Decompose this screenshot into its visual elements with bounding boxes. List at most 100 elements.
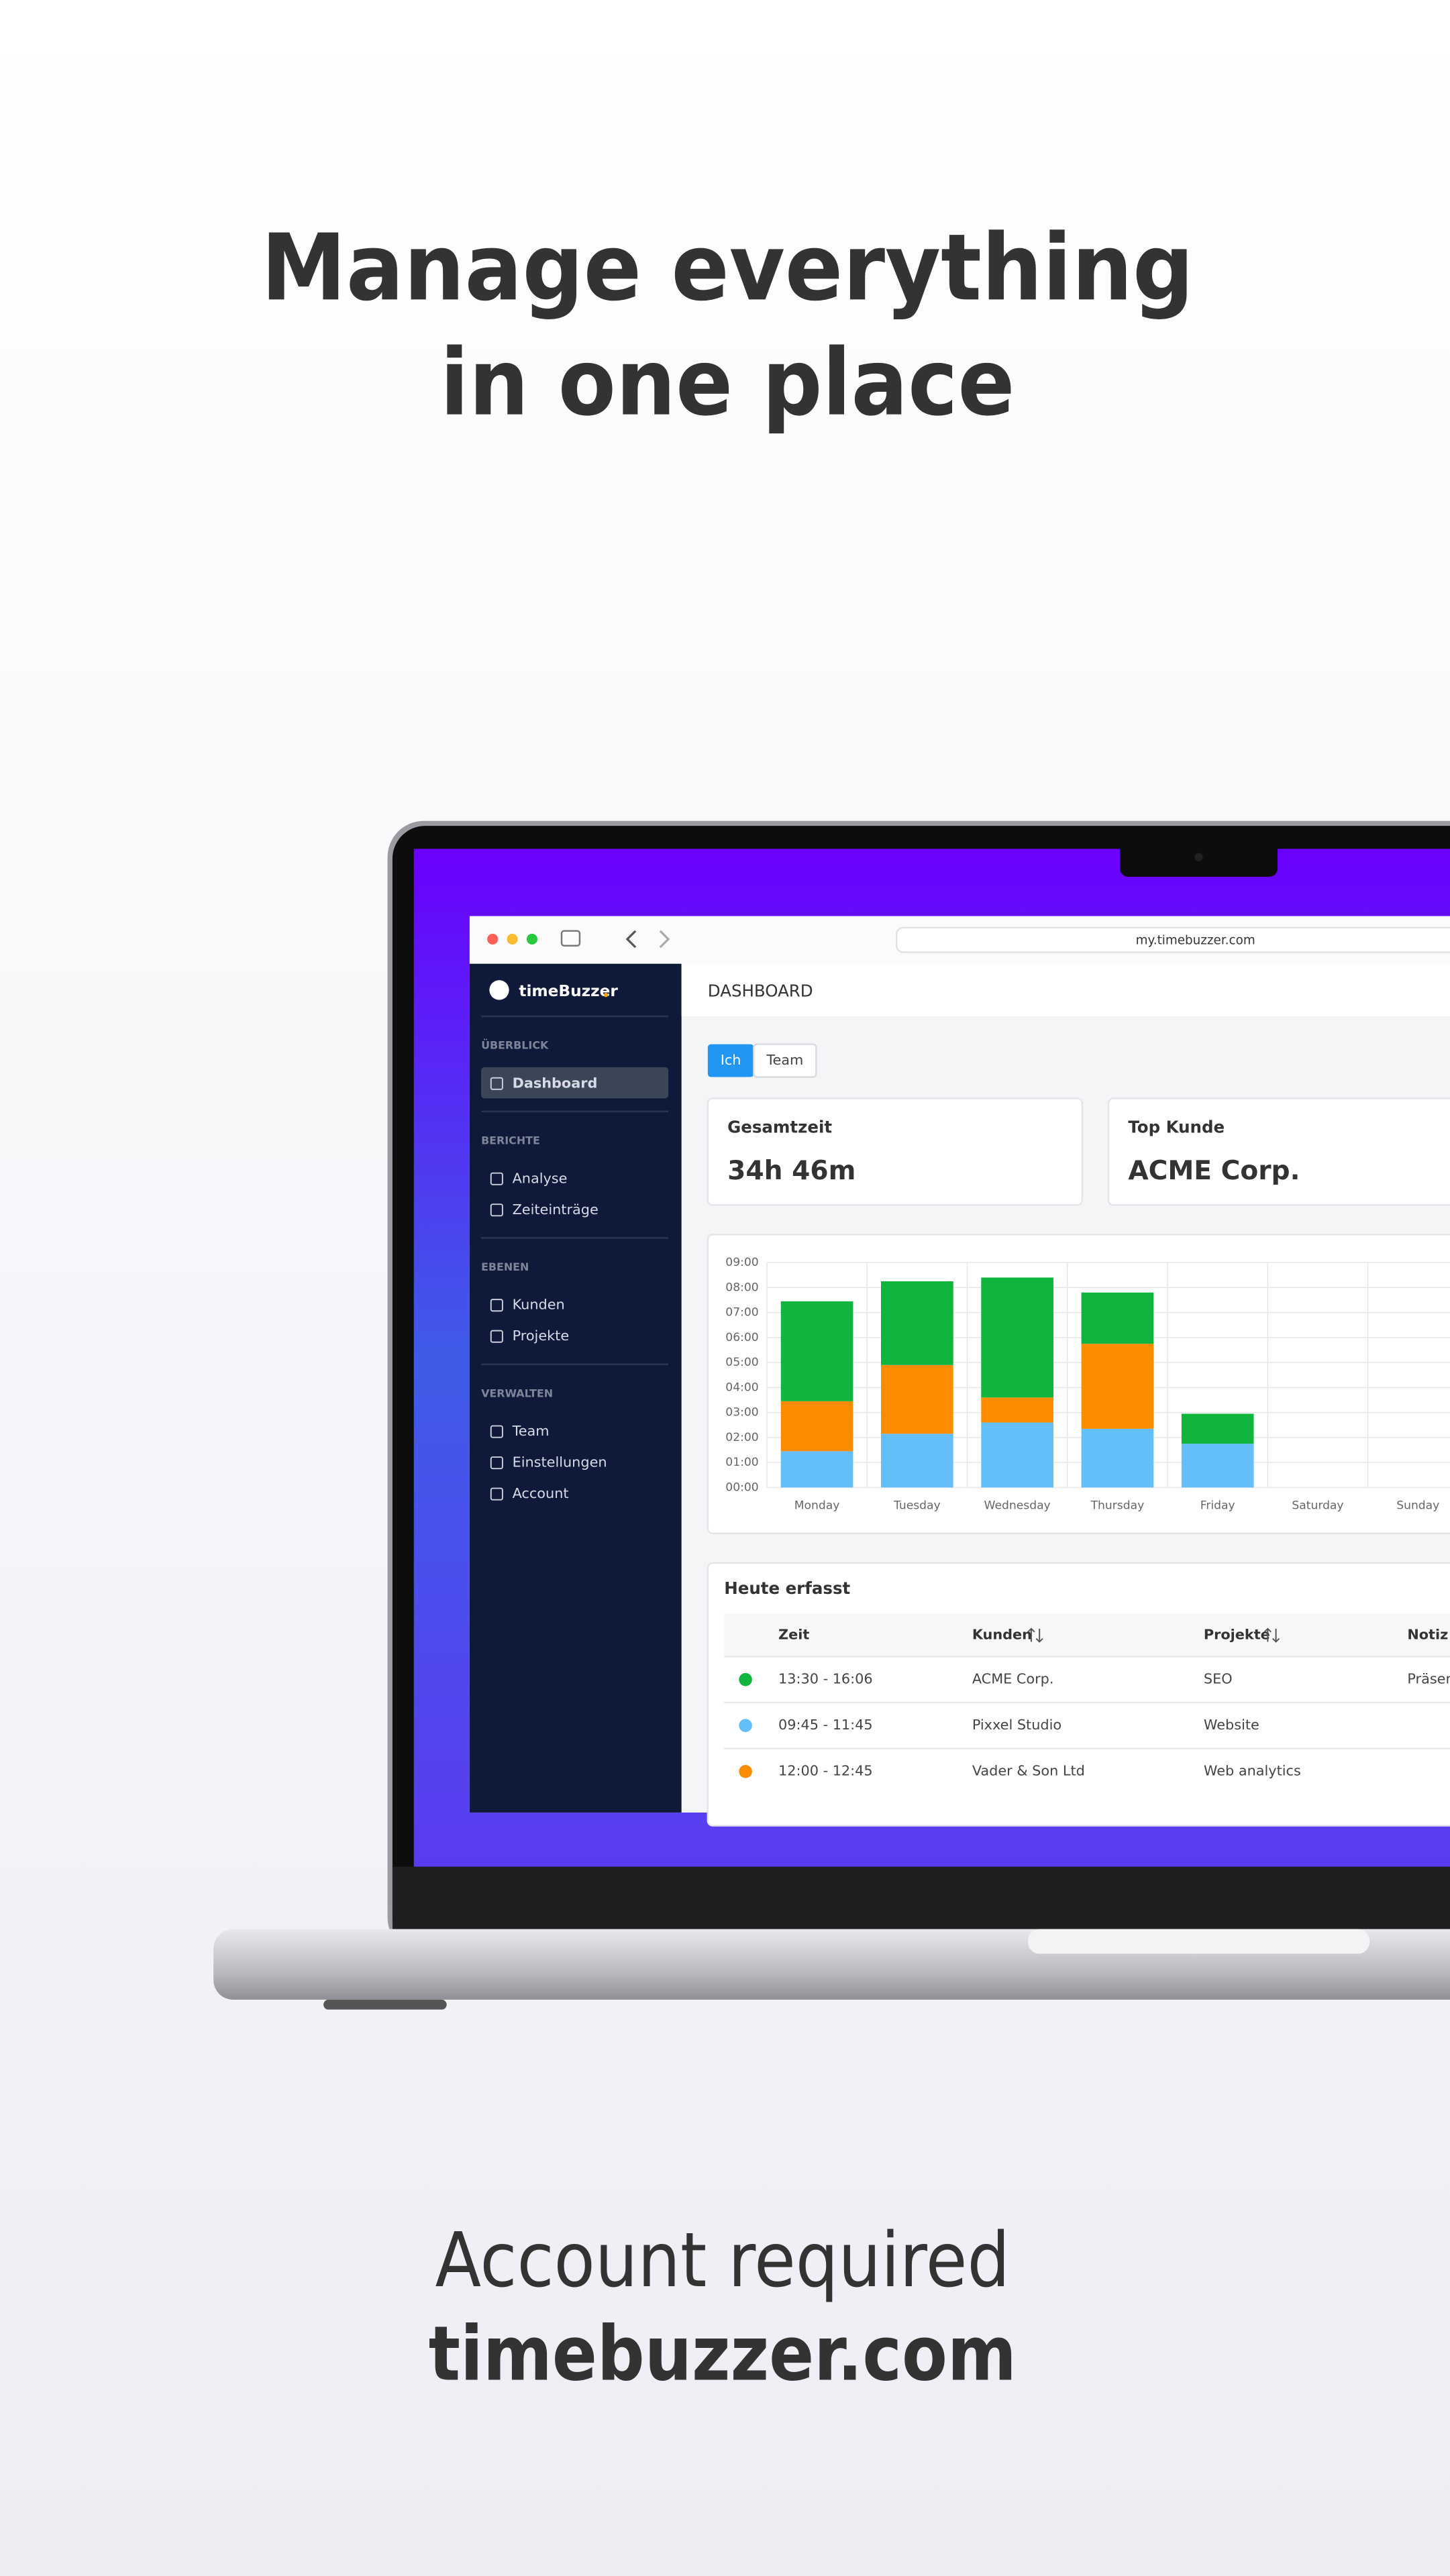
bar-segment — [1081, 1292, 1154, 1344]
bar-segment — [1181, 1444, 1254, 1488]
card-label: Gesamtzeit — [727, 1117, 832, 1136]
table-cell: 09:45 - 11:45 — [778, 1717, 873, 1733]
y-tick-label: 05:00 — [725, 1356, 758, 1369]
bar-segment — [880, 1364, 953, 1434]
x-tick-label: Monday — [794, 1499, 840, 1512]
column-header: Projekte — [1204, 1627, 1270, 1643]
headline: Manage everything — [261, 215, 1194, 321]
column-header: Kunden — [972, 1627, 1032, 1643]
status-dot — [739, 1764, 752, 1778]
bar-segment — [780, 1451, 853, 1488]
table-header — [724, 1613, 1450, 1657]
toggle-button[interactable] — [707, 1044, 754, 1077]
nav-item[interactable]: Analyse — [513, 1170, 568, 1186]
nav-icon — [490, 1299, 503, 1312]
section-title: BERICHTE — [481, 1134, 540, 1146]
page-title: DASHBOARD — [708, 981, 813, 1000]
x-tick-label: Tuesday — [893, 1499, 941, 1512]
table-cell: Präsentation — [1407, 1671, 1450, 1687]
x-tick-label: Sunday — [1396, 1499, 1439, 1512]
section-title: EBENEN — [481, 1260, 529, 1273]
table-cell: ACME Corp. — [972, 1671, 1054, 1687]
y-tick-label: 02:00 — [725, 1431, 758, 1444]
y-tick-label: 08:00 — [725, 1281, 758, 1294]
base-notch — [1028, 1929, 1370, 1954]
bar-segment — [1081, 1344, 1154, 1429]
sort-icon — [1263, 1627, 1280, 1643]
section-title: VERWALTEN — [481, 1387, 553, 1399]
nav-item[interactable]: Team — [512, 1423, 550, 1439]
table-title: Heute erfasst — [724, 1578, 850, 1598]
minimize-button[interactable] — [507, 933, 518, 945]
stat-card — [707, 1097, 1084, 1206]
nav-icon — [490, 1330, 503, 1343]
table-cell: Web analytics — [1204, 1763, 1301, 1779]
y-tick-label: 00:00 — [725, 1481, 758, 1494]
table-cell: Website — [1204, 1717, 1259, 1733]
x-tick-label: Wednesday — [984, 1499, 1051, 1512]
forward-button[interactable] — [659, 930, 670, 949]
bar-segment — [981, 1277, 1053, 1398]
y-tick-label: 03:00 — [725, 1406, 758, 1419]
camera — [1194, 853, 1203, 861]
laptop-hinge — [392, 1866, 1450, 1929]
x-tick-label: Friday — [1200, 1499, 1235, 1512]
toggle-button[interactable] — [753, 1043, 817, 1078]
status-dot — [739, 1672, 752, 1686]
status-dot — [739, 1719, 752, 1733]
table-cell: Vader & Son Ltd — [972, 1763, 1085, 1779]
sidebar-toggle[interactable] — [560, 930, 581, 947]
sort-icon — [1027, 1627, 1043, 1643]
nav-item[interactable]: Dashboard — [513, 1075, 598, 1091]
zoom-button[interactable] — [526, 933, 538, 945]
headline: in one place — [440, 330, 1015, 437]
url: my.timebuzzer.com — [1136, 933, 1255, 947]
bar-segment — [880, 1281, 953, 1365]
url-bar[interactable] — [896, 926, 1450, 953]
bar-segment — [1081, 1428, 1154, 1488]
bar-segment — [880, 1434, 953, 1488]
nav-item[interactable]: Account — [513, 1485, 569, 1501]
sidebar — [469, 963, 682, 1813]
table-cell: SEO — [1204, 1671, 1233, 1687]
column-header: Zeit — [778, 1627, 809, 1643]
bar-segment — [780, 1301, 853, 1401]
section-title: ÜBERBLICK — [481, 1039, 549, 1052]
card-value: 34h 46m — [727, 1156, 856, 1186]
nav-icon — [490, 1425, 503, 1438]
close-button[interactable] — [487, 933, 499, 945]
y-tick-label: 07:00 — [725, 1306, 758, 1320]
bar-segment — [981, 1422, 1053, 1488]
toggle-label: Team — [766, 1052, 803, 1068]
x-tick-label: Thursday — [1090, 1499, 1145, 1512]
nav-icon — [490, 1172, 503, 1185]
table-cell: 12:00 - 12:45 — [778, 1763, 873, 1779]
laptop-foot — [323, 1999, 447, 2010]
nav-item[interactable]: Kunden — [513, 1297, 565, 1313]
bar-segment — [1181, 1413, 1254, 1444]
nav-icon — [490, 1203, 503, 1217]
bar-segment — [981, 1397, 1053, 1423]
nav-item[interactable]: Zeiteinträge — [513, 1201, 599, 1218]
footer-text: Account required — [435, 2216, 1011, 2304]
nav-item[interactable]: Einstellungen — [513, 1454, 607, 1470]
table-card — [707, 1562, 1450, 1827]
y-tick-label: 06:00 — [725, 1331, 758, 1344]
card-label: Top Kunde — [1128, 1117, 1225, 1136]
bar-segment — [780, 1401, 853, 1452]
logo-dot — [603, 992, 609, 998]
y-tick-label: 09:00 — [725, 1256, 758, 1269]
table-cell: Pixxel Studio — [972, 1717, 1061, 1733]
nav-icon — [490, 1456, 503, 1470]
logo-icon — [489, 980, 509, 1000]
y-tick-label: 04:00 — [725, 1381, 758, 1394]
nav-item[interactable]: Projekte — [513, 1328, 570, 1344]
back-button[interactable] — [625, 930, 637, 949]
table-cell: 13:30 - 16:06 — [778, 1671, 873, 1687]
footer-text: timebuzzer.com — [429, 2310, 1017, 2398]
x-tick-label: Saturday — [1292, 1499, 1343, 1512]
nav-active — [481, 1067, 669, 1099]
main-header — [681, 963, 1450, 1016]
toggle-label: Ich — [721, 1052, 741, 1068]
